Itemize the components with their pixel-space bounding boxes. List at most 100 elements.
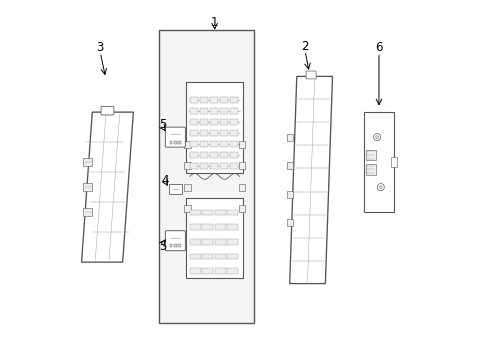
Bar — [184, 141, 191, 148]
FancyBboxPatch shape — [306, 71, 316, 79]
Bar — [190, 268, 201, 274]
Bar — [199, 152, 208, 158]
Bar — [190, 210, 201, 215]
Bar — [239, 141, 245, 148]
Text: 5: 5 — [159, 240, 167, 253]
Text: 1: 1 — [211, 16, 219, 29]
Bar — [174, 244, 177, 247]
Bar — [174, 141, 177, 144]
Bar — [210, 97, 218, 103]
Bar — [169, 184, 182, 194]
Bar — [239, 162, 245, 169]
Bar — [230, 141, 238, 147]
Bar — [210, 130, 218, 136]
Bar — [184, 184, 191, 191]
Bar — [184, 205, 191, 212]
Bar — [190, 141, 198, 147]
Bar — [220, 97, 228, 103]
Bar — [364, 112, 394, 212]
FancyBboxPatch shape — [165, 127, 185, 147]
Bar — [159, 30, 254, 323]
Text: 6: 6 — [375, 41, 383, 54]
Bar — [199, 97, 208, 103]
Bar — [202, 210, 213, 215]
Bar — [202, 268, 213, 274]
Bar — [227, 224, 238, 230]
Bar — [366, 150, 376, 160]
Bar — [190, 163, 198, 168]
Bar — [287, 191, 293, 198]
Bar — [199, 108, 208, 114]
Bar — [190, 119, 198, 125]
Bar — [210, 152, 218, 158]
Bar — [186, 82, 243, 173]
Bar — [227, 268, 238, 274]
Bar — [287, 134, 293, 141]
Bar — [230, 130, 238, 136]
Text: 5: 5 — [159, 118, 167, 131]
Bar — [210, 119, 218, 125]
Text: 4: 4 — [161, 174, 169, 186]
Bar — [287, 219, 293, 226]
Circle shape — [376, 136, 379, 139]
Bar — [184, 162, 191, 169]
Bar — [202, 253, 213, 259]
Circle shape — [373, 134, 381, 141]
Bar — [170, 141, 172, 144]
Bar — [366, 164, 376, 175]
Bar — [220, 141, 228, 147]
Text: 3: 3 — [97, 41, 104, 54]
Bar — [170, 244, 172, 247]
Bar — [230, 119, 238, 125]
Bar — [230, 108, 238, 114]
Bar — [190, 97, 198, 103]
Bar — [230, 152, 238, 158]
Bar — [210, 141, 218, 147]
Bar — [391, 157, 397, 167]
Bar — [202, 239, 213, 245]
Bar — [199, 130, 208, 136]
Bar — [199, 119, 208, 125]
Text: 2: 2 — [301, 40, 309, 53]
Circle shape — [379, 186, 382, 189]
Bar — [220, 119, 228, 125]
Bar — [190, 108, 198, 114]
Bar — [287, 162, 293, 169]
Bar — [227, 239, 238, 245]
Bar — [83, 158, 92, 166]
Bar — [202, 224, 213, 230]
Bar — [178, 244, 181, 247]
Bar — [220, 108, 228, 114]
Bar — [199, 141, 208, 147]
Bar — [199, 163, 208, 168]
Bar — [239, 184, 245, 191]
Bar — [186, 198, 243, 278]
Bar — [215, 224, 226, 230]
Bar — [230, 97, 238, 103]
Bar — [215, 268, 226, 274]
Bar — [178, 141, 181, 144]
FancyBboxPatch shape — [101, 107, 114, 115]
Bar — [220, 130, 228, 136]
Bar — [190, 253, 201, 259]
Bar — [215, 253, 226, 259]
Bar — [210, 108, 218, 114]
Bar — [83, 183, 92, 192]
Bar — [210, 163, 218, 168]
Circle shape — [377, 184, 384, 191]
Polygon shape — [81, 112, 133, 262]
Bar — [215, 210, 226, 215]
Bar — [239, 205, 245, 212]
Bar — [190, 224, 201, 230]
FancyBboxPatch shape — [165, 231, 185, 251]
Bar — [220, 163, 228, 168]
Bar — [83, 208, 92, 216]
Bar — [190, 152, 198, 158]
Bar — [227, 253, 238, 259]
Bar — [227, 210, 238, 215]
Bar — [220, 152, 228, 158]
Bar — [215, 239, 226, 245]
Bar — [190, 130, 198, 136]
Polygon shape — [290, 76, 333, 284]
Bar — [230, 163, 238, 168]
